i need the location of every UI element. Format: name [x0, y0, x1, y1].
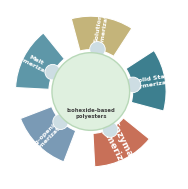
Text: Ring-opening
Polymerization: Ring-opening Polymerization — [24, 114, 69, 159]
Text: Enzymatic
Polymerization: Enzymatic Polymerization — [94, 110, 146, 186]
Wedge shape — [126, 50, 166, 111]
Text: Solution
Polymerization: Solution Polymerization — [91, 2, 110, 56]
Text: Melt
Polymerization: Melt Polymerization — [8, 46, 60, 80]
Circle shape — [90, 42, 105, 57]
Text: Isohexide-based
polyesters: Isohexide-based polyesters — [66, 108, 115, 119]
Circle shape — [125, 77, 141, 93]
Wedge shape — [71, 16, 132, 56]
Wedge shape — [93, 118, 149, 167]
Circle shape — [53, 114, 68, 129]
Circle shape — [52, 53, 130, 130]
Circle shape — [45, 64, 61, 80]
Wedge shape — [20, 107, 76, 162]
Circle shape — [102, 122, 118, 137]
Wedge shape — [16, 33, 64, 89]
Text: Solid State
Polymerization: Solid State Polymerization — [126, 72, 180, 91]
